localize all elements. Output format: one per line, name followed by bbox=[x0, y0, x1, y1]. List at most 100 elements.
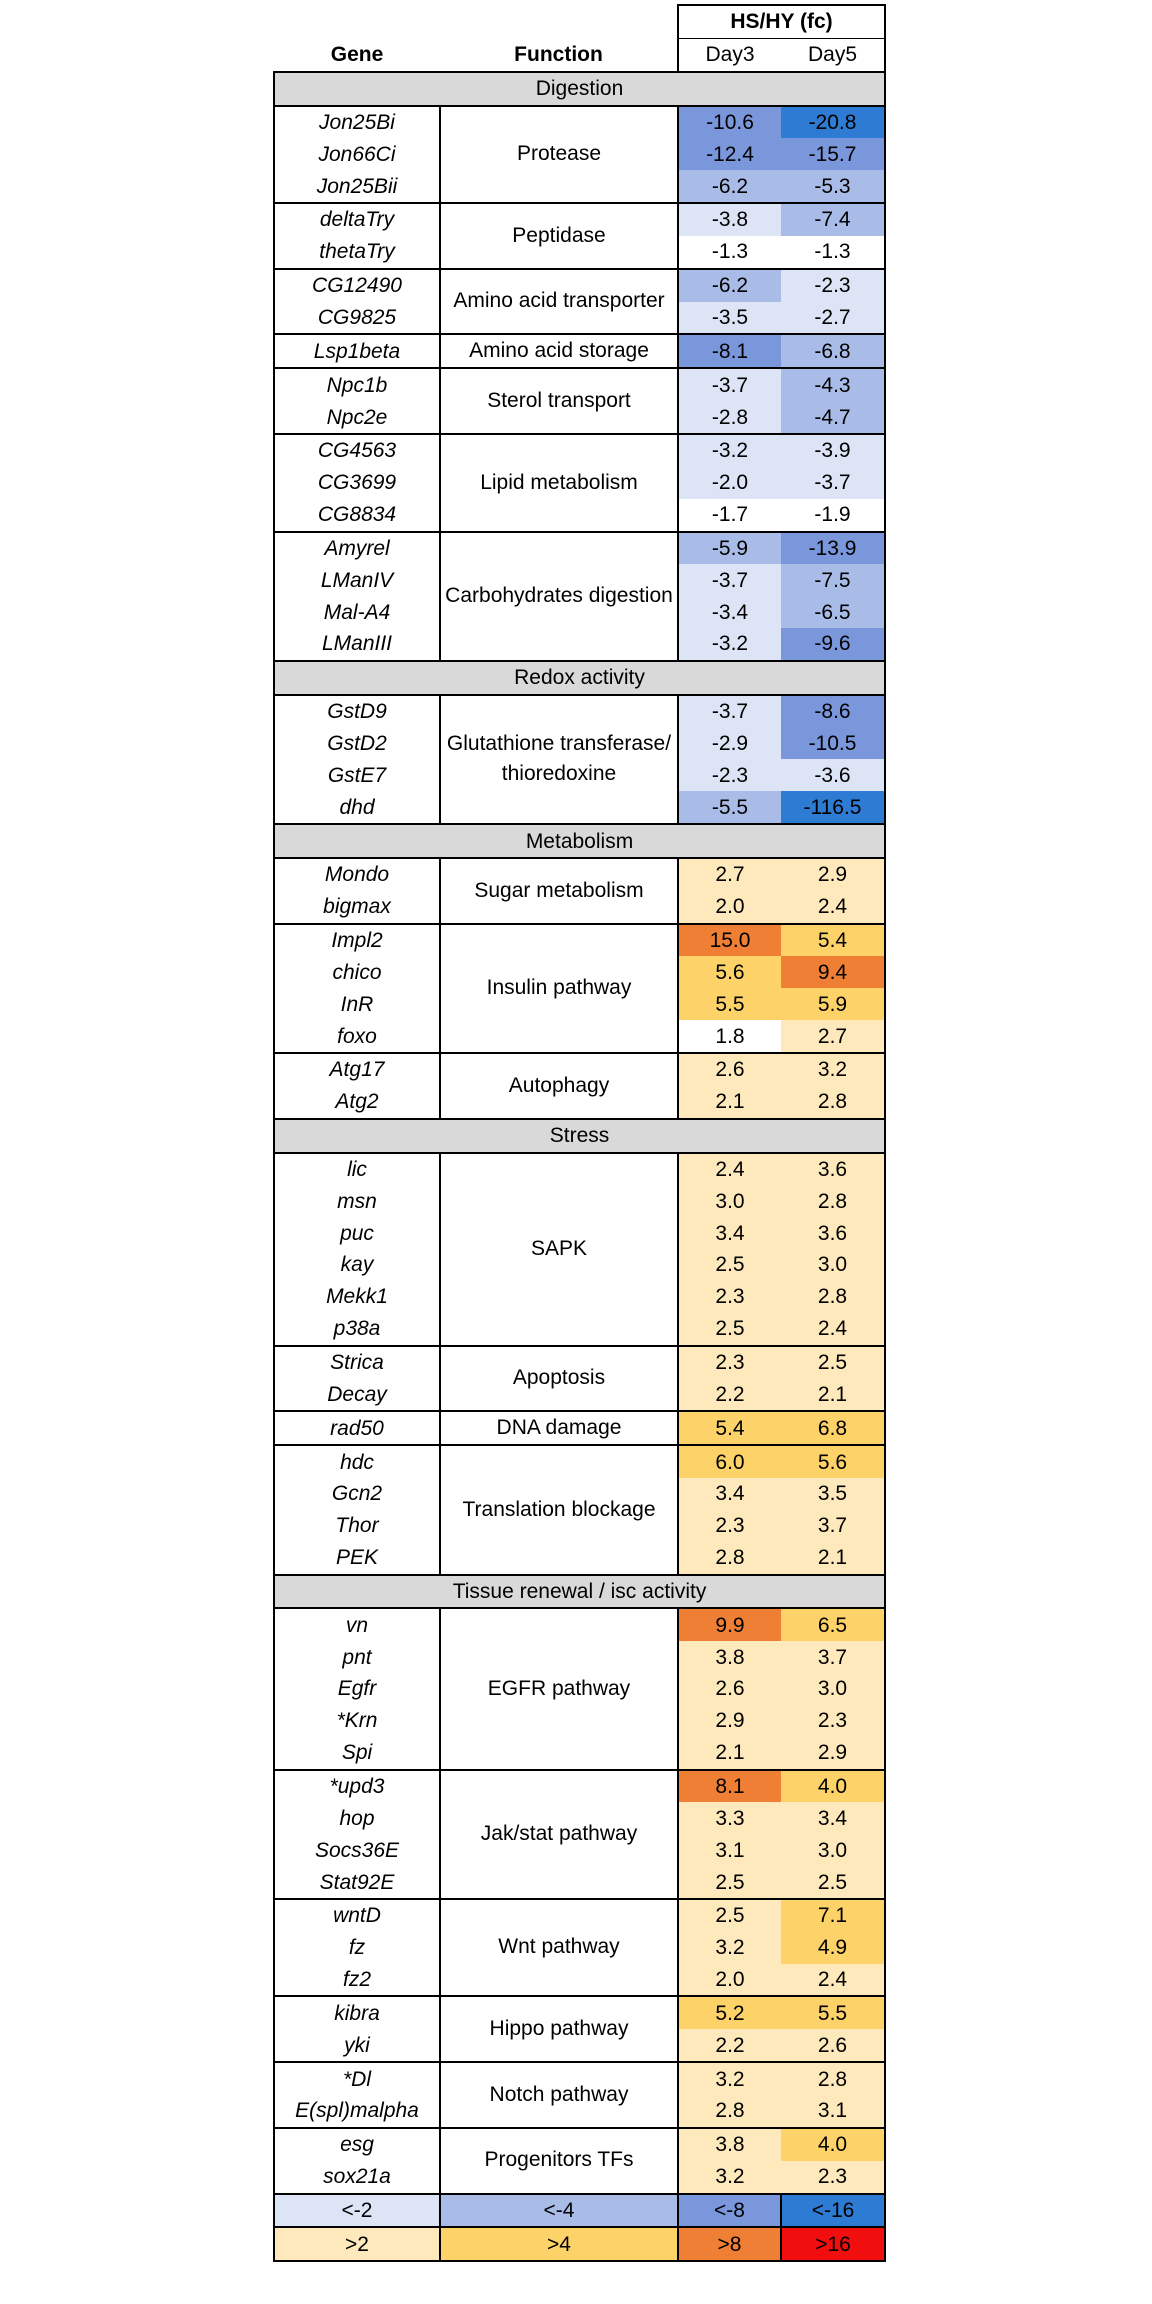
section-title: Tissue renewal / isc activity bbox=[272, 1573, 887, 1610]
gene-name: yki bbox=[273, 2029, 441, 2064]
day3-value: -3.7 bbox=[678, 564, 781, 597]
function-label: Progenitors TFs bbox=[440, 2126, 679, 2194]
day5-value: 2.7 bbox=[781, 1020, 887, 1054]
gene-name: CG9825 bbox=[273, 301, 441, 336]
day3-value: 3.8 bbox=[678, 2126, 781, 2161]
day3-value: 2.7 bbox=[678, 856, 781, 891]
day5-column-header: Day5 bbox=[781, 38, 887, 73]
day3-value: -1.3 bbox=[678, 235, 781, 270]
day3-value: -5.9 bbox=[678, 530, 781, 565]
day3-value: -2.0 bbox=[678, 466, 781, 499]
function-label: Translation blockage bbox=[440, 1444, 679, 1575]
legend-swatch: <-2 bbox=[273, 2192, 441, 2229]
day3-value: -6.2 bbox=[678, 170, 781, 205]
section-header-row: Stress bbox=[272, 1117, 887, 1154]
day5-value: 6.8 bbox=[781, 1410, 887, 1447]
function-label: Insulin pathway bbox=[440, 922, 679, 1053]
day5-value: 3.1 bbox=[781, 2095, 887, 2129]
day5-value: -4.3 bbox=[781, 367, 887, 402]
day5-value: -6.8 bbox=[781, 333, 887, 370]
gene-name: chico bbox=[273, 956, 441, 989]
day3-value: 15.0 bbox=[678, 922, 781, 957]
gene-name: GstD9 bbox=[273, 693, 441, 728]
day5-value: 4.0 bbox=[781, 2126, 887, 2161]
gene-name: LManIV bbox=[273, 564, 441, 597]
gene-name: Mekk1 bbox=[273, 1280, 441, 1313]
day5-value: 3.6 bbox=[781, 1151, 887, 1186]
day3-value: -3.7 bbox=[678, 693, 781, 728]
gene-name: Stat92E bbox=[273, 1866, 441, 1900]
day3-value: -10.6 bbox=[678, 104, 781, 139]
gene-row: Spi 2.1 2.9 bbox=[273, 1736, 887, 1771]
gene-name: pnt bbox=[273, 1641, 441, 1674]
gene-row: *Dl Notch pathway 3.2 2.8 bbox=[273, 2061, 887, 2128]
gene-row: yki 2.2 2.6 bbox=[273, 2029, 887, 2064]
gene-row: CG12490 Amino acid transporter -6.2 -2.3 bbox=[273, 267, 887, 335]
function-label: Apoptosis bbox=[440, 1344, 679, 1412]
function-label: Glutathione transferase/ thioredoxine bbox=[440, 693, 679, 825]
gene-row: Mal-A4 -3.4 -6.5 bbox=[273, 596, 887, 629]
day5-value: -1.3 bbox=[781, 235, 887, 270]
day3-value: 2.0 bbox=[678, 1963, 781, 1998]
day3-value: -12.4 bbox=[678, 138, 781, 171]
gene-name: wntD bbox=[273, 1897, 441, 1932]
day5-value: 2.1 bbox=[781, 1378, 887, 1413]
day5-value: 2.9 bbox=[781, 1736, 887, 1771]
day3-value: -2.8 bbox=[678, 401, 781, 435]
day3-value: 3.0 bbox=[678, 1185, 781, 1218]
legend-swatch: <-8 bbox=[677, 2192, 782, 2229]
day3-value: 2.5 bbox=[678, 1249, 781, 1281]
gene-row: lic SAPK 2.4 3.6 bbox=[273, 1151, 887, 1346]
gene-name: esg bbox=[273, 2126, 441, 2161]
function-label: Wnt pathway bbox=[440, 1897, 679, 1997]
day5-value: 3.0 bbox=[781, 1673, 887, 1705]
gene-name: bigmax bbox=[273, 890, 441, 925]
gene-row: *Krn 2.9 2.3 bbox=[273, 1704, 887, 1737]
day5-value: 2.8 bbox=[781, 2061, 887, 2095]
gene-name: kibra bbox=[273, 1995, 441, 2030]
day5-value: 2.5 bbox=[781, 1344, 887, 1379]
header-row-top: HS/HY (fc) bbox=[274, 3, 887, 39]
function-label: Protease bbox=[440, 104, 679, 204]
day5-value: -10.5 bbox=[781, 727, 887, 760]
day5-value: -6.5 bbox=[781, 596, 887, 629]
gene-name: lic bbox=[273, 1151, 441, 1186]
gene-row: CG4563 Lipid metabolism -3.2 -3.9 bbox=[273, 432, 887, 532]
day3-value: 3.2 bbox=[678, 2160, 781, 2195]
gene-row: fz2 2.0 2.4 bbox=[273, 1963, 887, 1998]
day3-value: -3.7 bbox=[678, 367, 781, 402]
gene-row: GstE7 -2.3 -3.6 bbox=[273, 759, 887, 792]
day5-value: 3.7 bbox=[781, 1641, 887, 1674]
day3-value: 2.1 bbox=[678, 1736, 781, 1771]
section-header-row: Redox activity bbox=[272, 659, 887, 696]
gene-name: dhd bbox=[273, 791, 441, 826]
gene-row: Socs36E 3.1 3.0 bbox=[273, 1834, 887, 1867]
function-label: Autophagy bbox=[440, 1052, 679, 1119]
gene-name: Gcn2 bbox=[273, 1477, 441, 1510]
legend-swatch: >8 bbox=[677, 2226, 782, 2263]
gene-row: Mondo Sugar metabolism 2.7 2.9 bbox=[273, 856, 887, 924]
day3-value: -2.3 bbox=[678, 759, 781, 792]
day5-value: -13.9 bbox=[781, 530, 887, 565]
day5-value: 2.9 bbox=[781, 856, 887, 891]
gene-row: LManIII -3.2 -9.6 bbox=[273, 628, 887, 662]
day3-value: 2.3 bbox=[678, 1280, 781, 1313]
header-row-bottom: Gene Function Day3 Day5 bbox=[274, 38, 887, 73]
day5-value: -4.7 bbox=[781, 401, 887, 435]
day5-value: 2.4 bbox=[781, 1312, 887, 1347]
day3-value: -3.5 bbox=[678, 301, 781, 336]
gene-row: *upd3 Jak/stat pathway 8.1 4.0 bbox=[273, 1768, 887, 1899]
day5-value: -8.6 bbox=[781, 693, 887, 728]
day5-value: -7.4 bbox=[781, 202, 887, 236]
gene-row: Jon66Ci -12.4 -15.7 bbox=[273, 138, 887, 171]
function-column-header: Function bbox=[440, 38, 678, 73]
day3-value: 3.8 bbox=[678, 1641, 781, 1674]
gene-name: Socs36E bbox=[273, 1834, 441, 1867]
gene-name: hop bbox=[273, 1802, 441, 1835]
day3-value: 2.5 bbox=[678, 1866, 781, 1900]
day5-value: 5.6 bbox=[781, 1444, 887, 1478]
day5-value: 2.3 bbox=[781, 2160, 887, 2195]
day5-value: -9.6 bbox=[781, 628, 887, 662]
gene-row: GstD2 -2.9 -10.5 bbox=[273, 727, 887, 760]
day3-value: 2.5 bbox=[678, 1312, 781, 1347]
